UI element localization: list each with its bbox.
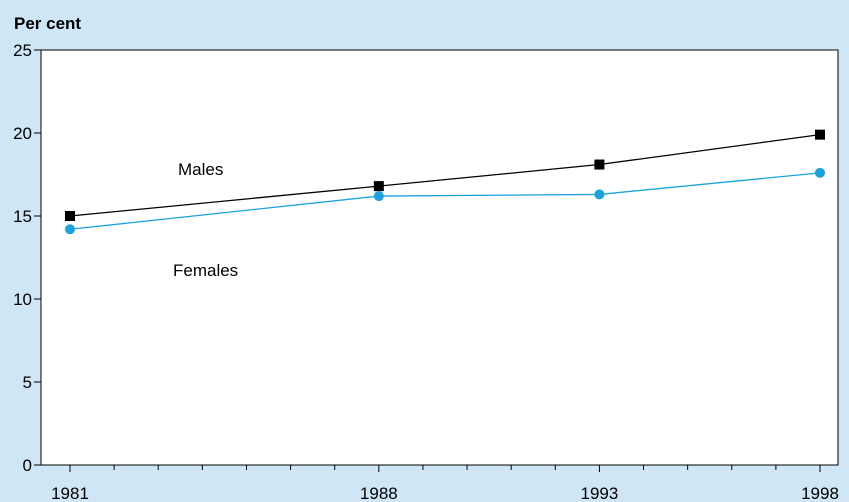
series-label-females: Females: [173, 261, 238, 280]
series-line-males: [69, 134, 821, 217]
y-tick-label: 10: [13, 290, 32, 309]
y-tick-label: 15: [13, 207, 32, 226]
y-tick-label: 5: [23, 373, 32, 392]
data-point-males: [594, 159, 605, 170]
y-tick-label: 25: [13, 41, 32, 60]
data-point-females: [594, 189, 605, 200]
data-point-females: [815, 167, 825, 178]
data-point-males: [373, 181, 384, 192]
data-point-males: [815, 129, 825, 140]
data-point-males: [65, 211, 75, 221]
series-layer: [65, 129, 825, 235]
x-tick-label: 1981: [51, 484, 89, 502]
y-tick-label: 20: [13, 124, 32, 143]
y-axis: 0 5 10 15 20 25: [13, 41, 41, 475]
x-tick-label: 1988: [360, 484, 398, 502]
x-tick-label: 1998: [801, 484, 839, 502]
data-point-females: [373, 191, 384, 202]
series-label-males: Males: [178, 160, 223, 179]
x-axis: 1981 1988 1993 1998: [51, 465, 839, 502]
data-point-females: [65, 224, 75, 235]
series-line-females: [69, 172, 821, 230]
plot-area: [40, 49, 839, 466]
y-axis-label: Per cent: [14, 14, 81, 33]
y-tick-label: 0: [23, 456, 32, 475]
x-tick-label: 1993: [580, 484, 618, 502]
